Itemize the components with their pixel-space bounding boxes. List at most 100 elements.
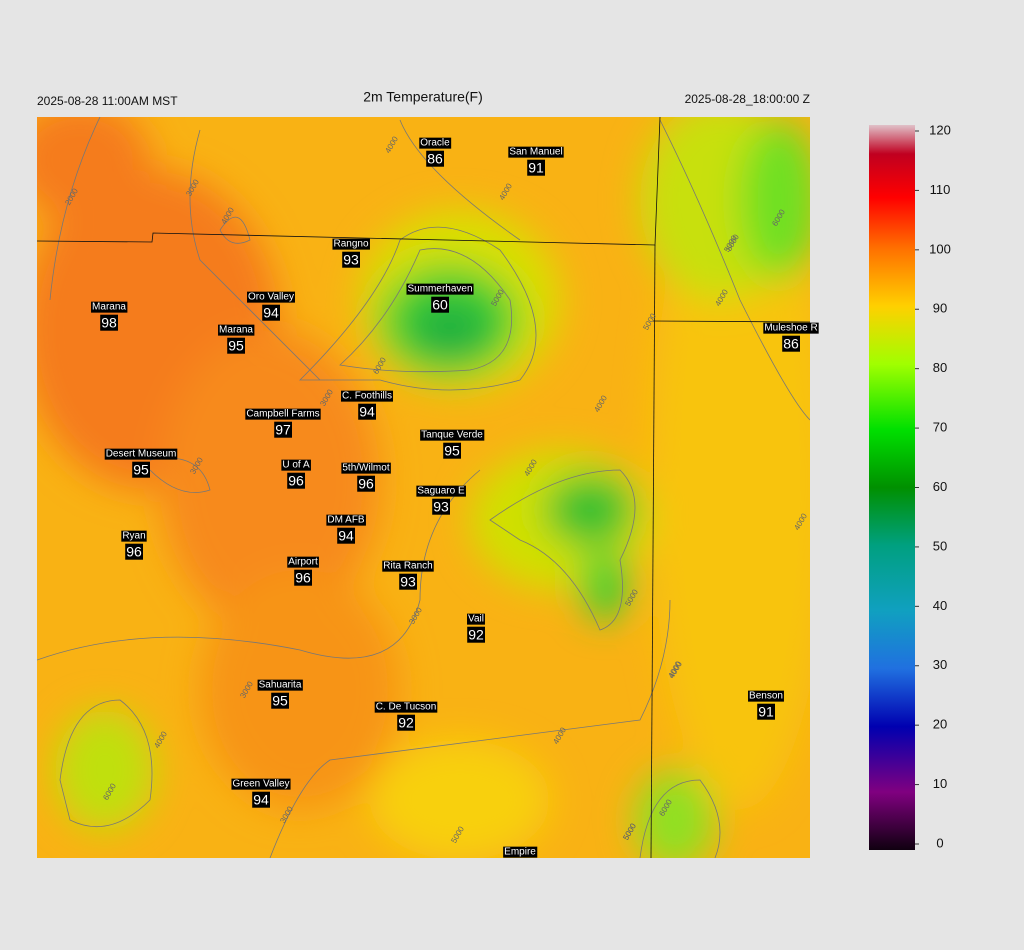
station-name-bg — [245, 408, 321, 420]
station-name: 5th/Wilmot — [342, 463, 389, 474]
station: U of A 96 — [281, 459, 311, 489]
station-value-bg — [432, 498, 450, 515]
station-value: 86 — [427, 151, 443, 167]
station: Desert Museum 95 — [104, 448, 178, 478]
station-name: C. Foothills — [342, 391, 392, 402]
station-name: Rita Ranch — [383, 561, 432, 572]
station-name: Green Valley — [232, 779, 289, 790]
station-name: Summerhaven — [407, 284, 472, 295]
colorbar-tick-label: 50 — [933, 538, 947, 553]
station-value-bg — [337, 527, 355, 544]
county-borders — [37, 117, 810, 858]
colorbar-tick-label: 20 — [933, 717, 947, 732]
station-name-bg — [257, 679, 303, 691]
station-value-bg — [287, 472, 305, 489]
station-name-bg — [287, 556, 319, 568]
station-name-bg — [748, 690, 784, 702]
station-value-bg — [431, 296, 449, 313]
colorbar-tick-label: 60 — [933, 479, 947, 494]
station-name-bg — [467, 613, 485, 625]
station-value: 91 — [758, 704, 774, 720]
station-name-bg — [218, 324, 255, 336]
station-name: Benson — [749, 691, 783, 702]
station-name-bg — [416, 485, 466, 497]
station-value-bg — [227, 337, 245, 354]
station-name-bg — [382, 560, 434, 572]
colorbar-tick-label: 80 — [933, 360, 947, 375]
contours — [37, 117, 810, 858]
station-value: 94 — [338, 528, 354, 544]
station-name-bg — [231, 778, 291, 790]
station-value: 96 — [358, 476, 374, 492]
map-title: 2m Temperature(F) — [363, 89, 483, 105]
colorbar-tick-label: 110 — [930, 182, 951, 197]
station-value: 93 — [400, 574, 416, 590]
station-value: 60 — [432, 297, 448, 313]
station-value-bg — [252, 791, 270, 808]
station-name: Campbell Farms — [246, 409, 319, 420]
station-name-bg — [503, 846, 538, 858]
station-name: Oro Valley — [248, 292, 294, 303]
station-name-bg — [406, 283, 474, 295]
colorbar-tick-label: 90 — [933, 301, 947, 316]
station-name-bg — [419, 137, 452, 149]
station: Vail 92 — [467, 613, 485, 643]
valid-time-local: 2025-08-28 11:00AM MST — [37, 94, 178, 108]
station-name-bg — [104, 448, 178, 460]
station-name-bg — [763, 322, 819, 334]
station-value: 98 — [101, 315, 117, 331]
station-name: Vail — [468, 614, 484, 625]
station: Marana 95 — [218, 324, 255, 354]
station-name-bg — [121, 530, 147, 542]
station-value-bg — [358, 403, 376, 420]
station-name: U of A — [282, 460, 310, 471]
colorbar-tick-label: 100 — [929, 241, 951, 256]
station-value-bg — [399, 573, 417, 590]
station-name-bg — [281, 459, 311, 471]
station: Green Valley 94 — [231, 778, 291, 808]
station: Campbell Farms 97 — [245, 408, 321, 438]
station-name: Empire — [504, 847, 536, 858]
station-value-bg — [467, 626, 485, 643]
colorbar-tick-label: 120 — [929, 122, 951, 137]
station-name-bg — [326, 514, 366, 526]
station-value: 94 — [359, 404, 375, 420]
colorbar-tick-label: 70 — [933, 420, 947, 435]
station-name: Tanque Verde — [421, 430, 483, 441]
station: Airport 96 — [287, 556, 319, 586]
station-value: 92 — [398, 715, 414, 731]
station-value: 97 — [275, 422, 291, 438]
station: Ryan 96 — [121, 530, 147, 560]
station-name: San Manuel — [509, 147, 562, 158]
station-value: 95 — [228, 338, 244, 354]
station-name: Muleshoe R — [764, 323, 817, 334]
colorbar-tick-label: 0 — [936, 835, 943, 850]
station-value-bg — [342, 251, 360, 268]
station-name-bg — [247, 291, 295, 303]
station-value: 91 — [528, 160, 544, 176]
station-value-bg — [132, 461, 150, 478]
station: San Manuel 91 — [508, 146, 564, 176]
station-name: Sahuarita — [259, 680, 302, 691]
station-name: Saguaro E — [417, 486, 465, 497]
station-value: 93 — [433, 499, 449, 515]
station-value-bg — [443, 442, 461, 459]
station: Empire — [503, 846, 538, 858]
station-value: 92 — [468, 627, 484, 643]
station: C. Foothills 94 — [340, 390, 394, 420]
station-value: 95 — [133, 462, 149, 478]
station-value: 93 — [343, 252, 359, 268]
station-value: 94 — [263, 305, 279, 321]
station: Muleshoe R 86 — [763, 322, 819, 352]
station-name: Marana — [219, 325, 253, 336]
colorbar-tick-label: 10 — [933, 776, 947, 791]
station: C. De Tucson 92 — [374, 701, 438, 731]
station: Benson 91 — [748, 690, 784, 720]
station-value: 95 — [272, 693, 288, 709]
station-value: 96 — [126, 544, 142, 560]
station-value: 95 — [444, 443, 460, 459]
station: Sahuarita 95 — [257, 679, 303, 709]
station-name: Oracle — [420, 138, 450, 149]
